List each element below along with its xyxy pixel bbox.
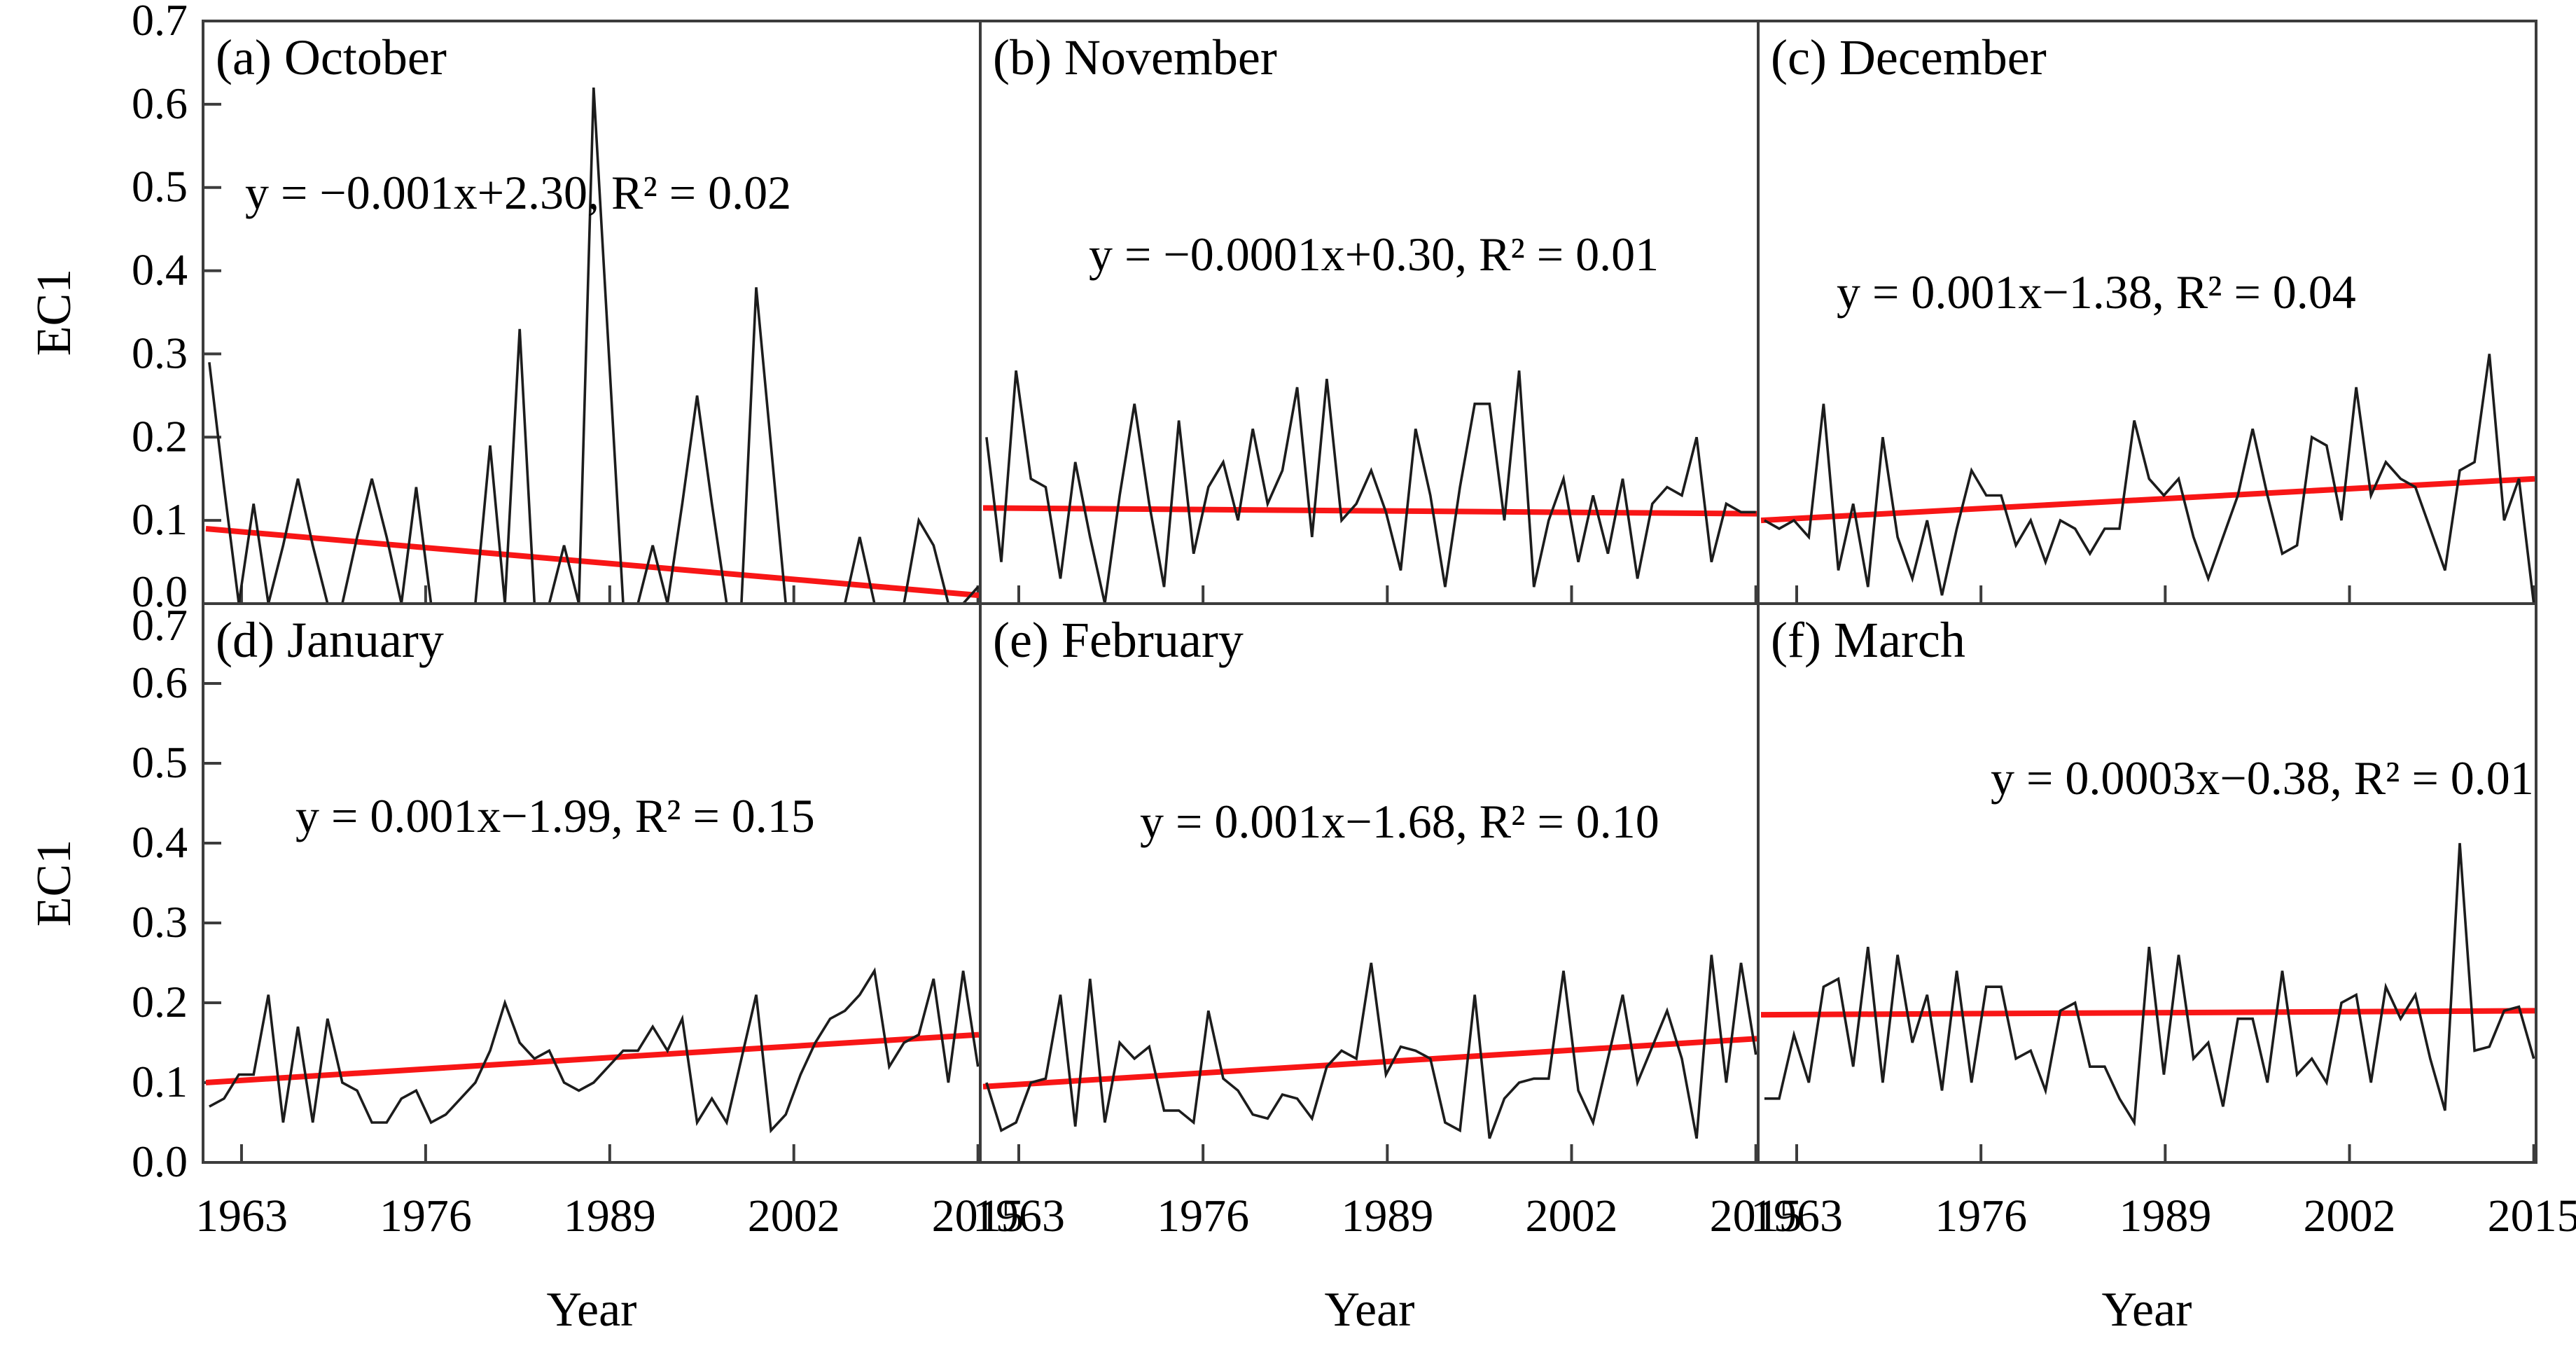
series-line-f — [1764, 842, 2535, 1127]
y-tick-label: 0.2 — [132, 977, 188, 1027]
panel-title-c: (c) December — [1771, 29, 2047, 85]
x-axis-label-november-column: Year — [1325, 1283, 1415, 1337]
y-tick-label: 0.4 — [132, 817, 188, 867]
trend-line-c — [1760, 475, 2535, 524]
equation-e: y = 0.001x−1.68, R² = 0.10 — [1140, 795, 1659, 848]
y-tick-label: 0.6 — [132, 78, 188, 128]
x-tick-label: 1989 — [1341, 1190, 1433, 1242]
x-tick-label: 1963 — [973, 1190, 1065, 1242]
y-tick-label: 0.3 — [132, 897, 188, 947]
x-tick-label: 2002 — [2303, 1190, 2395, 1242]
y-tick-label: 0.7 — [132, 0, 188, 45]
panel-b: (b) November y = −0.0001x+0.30, R² = 0.01 — [979, 20, 1760, 605]
y-tick-label: 0.4 — [132, 245, 188, 295]
panel-border-b — [979, 20, 1760, 605]
panel-title-a: (a) October — [216, 29, 447, 85]
panel-title-f: (f) March — [1771, 612, 1965, 668]
x-tick-label: 2015 — [1710, 1190, 1802, 1242]
x-tick-label: 2002 — [748, 1190, 840, 1242]
equation-c: y = 0.001x−1.38, R² = 0.04 — [1837, 265, 2356, 319]
y-tick-label: 0.0 — [132, 1137, 188, 1186]
equation-d: y = 0.001x−1.99, R² = 0.15 — [295, 789, 815, 842]
y-axis-label-bottom-row: EC1 — [27, 840, 81, 926]
panel-d: (d) January y = 0.001x−1.99, R² = 0.15 0.0… — [132, 600, 1024, 1242]
panel-a: (a) October y = −0.001x+2.30, R² = 0.02 0.… — [132, 0, 982, 616]
y-axis-label-top-row: EC1 — [27, 269, 81, 356]
x-tick-label: 1976 — [380, 1190, 472, 1242]
x-tick-label: 2015 — [2488, 1190, 2576, 1242]
x-tick-label: 1989 — [564, 1190, 656, 1242]
equation-a: y = −0.001x+2.30, R² = 0.02 — [245, 166, 791, 219]
x-tick-label: 2002 — [1525, 1190, 1617, 1242]
series-line-e — [985, 954, 1757, 1139]
panel-title-e: (e) February — [993, 612, 1244, 668]
y-tick-label: 0.0 — [132, 567, 188, 616]
y-tick-label: 0.7 — [132, 600, 188, 650]
x-tick-label: 1976 — [1935, 1190, 2027, 1242]
x-tick-label: 1963 — [195, 1190, 288, 1242]
equation-b: y = −0.0001x+0.30, R² = 0.01 — [1089, 228, 1659, 281]
y-tick-label: 0.5 — [132, 737, 188, 787]
y-tick-label: 0.1 — [132, 494, 188, 544]
trend-line-d — [205, 1031, 980, 1085]
panel-f: (f) March y = 0.0003x−0.38, R² = 0.01 1963… — [1750, 602, 2576, 1242]
panel-title-b: (b) November — [993, 29, 1277, 85]
panel-title-d: (d) January — [216, 612, 444, 668]
x-tick-label: 2015 — [932, 1190, 1024, 1242]
equation-f: y = 0.0003x−0.38, R² = 0.01 — [1991, 751, 2534, 805]
trend-line-b — [982, 505, 1757, 517]
panel-e: (e) February y = 0.001x−1.68, R² = 0.10 19… — [973, 602, 1802, 1242]
panel-border-a — [202, 20, 982, 605]
series-line-c — [1764, 354, 2535, 604]
panel-border-f — [1757, 602, 2537, 1164]
panels-group: (a) October y = −0.001x+2.30, R² = 0.02 0.… — [132, 0, 2576, 1242]
x-axis-label-december-column: Year — [2102, 1283, 2192, 1337]
y-tick-label: 0.2 — [132, 411, 188, 461]
series-line-d — [209, 967, 980, 1134]
x-axis-label-october-column: Year — [547, 1283, 637, 1337]
y-tick-label: 0.3 — [132, 328, 188, 377]
series-line-b — [985, 370, 1756, 604]
y-tick-label: 0.6 — [132, 658, 188, 707]
y-tick-label: 0.5 — [132, 162, 188, 211]
series-line-a — [208, 87, 980, 605]
y-tick-label: 0.1 — [132, 1057, 188, 1106]
x-tick-label: 1989 — [2119, 1190, 2211, 1242]
x-tick-label: 1963 — [1750, 1190, 1843, 1242]
panel-c: (c) December y = 0.001x−1.38, R² = 0.04 — [1757, 20, 2537, 605]
x-tick-label: 1976 — [1157, 1190, 1249, 1242]
